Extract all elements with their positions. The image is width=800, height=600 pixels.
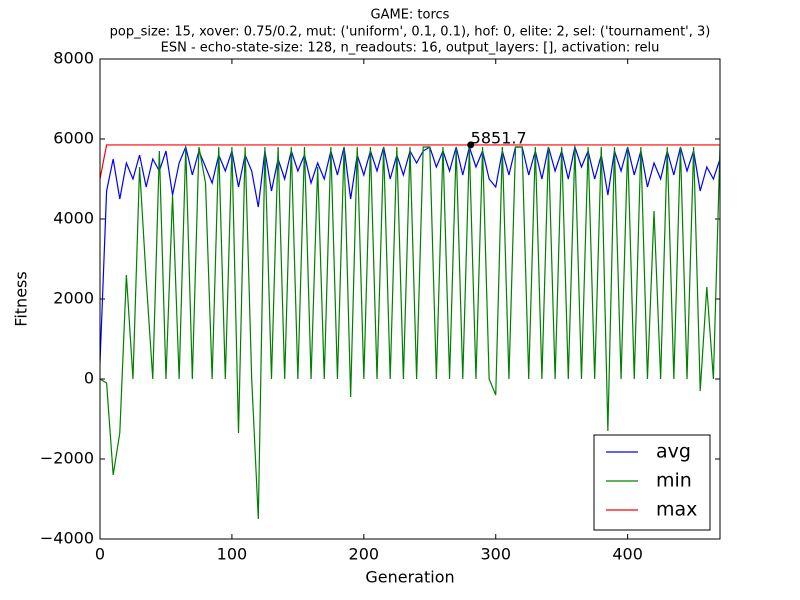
plot-frame [99, 58, 721, 540]
y-tick-label: −2000 [40, 449, 94, 468]
x-tick-label: 300 [480, 545, 511, 564]
x-axis-label: Generation [365, 568, 454, 587]
legend-box [593, 434, 711, 531]
chart-subtitle: ESN - echo-state-size: 128, n_readouts: … [161, 41, 660, 56]
y-axis-label: Fitness [12, 271, 31, 326]
x-tick-label: 0 [95, 545, 105, 564]
x-tick-label: 100 [217, 545, 248, 564]
legend-label: max [656, 499, 697, 521]
series-line [100, 146, 720, 520]
y-tick-label: 6000 [53, 129, 94, 148]
x-tick-label: 200 [349, 545, 380, 564]
y-tick-label: 8000 [53, 49, 94, 68]
y-tick-label: 0 [84, 369, 94, 388]
y-tick-label: 4000 [53, 209, 94, 228]
annotation-marker [467, 141, 475, 149]
y-tick-label: −4000 [40, 529, 94, 548]
series-line [100, 144, 720, 180]
chart-title: GAME: torcs [371, 8, 450, 23]
annotation-label: 5851.7 [471, 128, 527, 147]
legend-label: min [656, 470, 692, 492]
x-tick-label: 400 [612, 545, 643, 564]
legend-label: avg [656, 441, 691, 463]
chart-subtitle: pop_size: 15, xover: 0.75/0.2, mut: ('un… [110, 25, 711, 40]
y-tick-label: 2000 [53, 289, 94, 308]
